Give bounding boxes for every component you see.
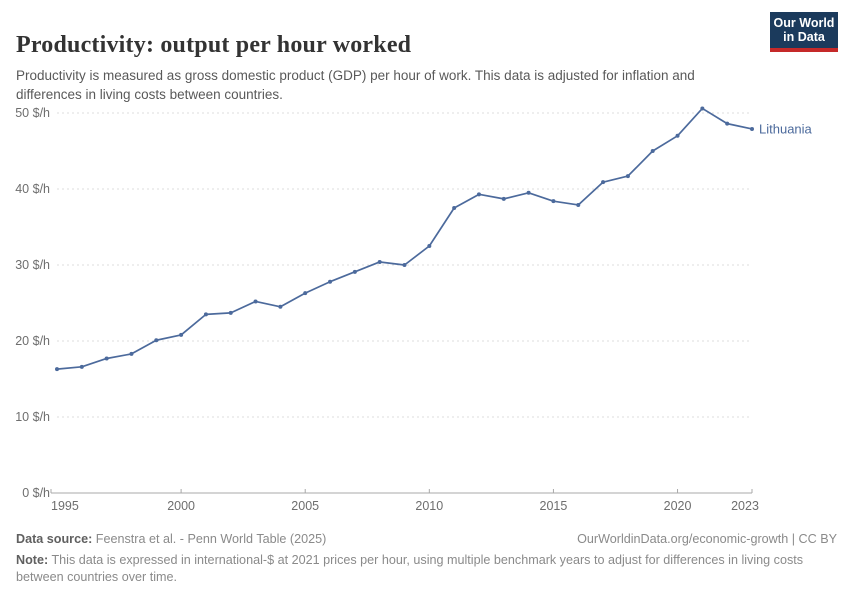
data-point-marker[interactable]	[725, 121, 730, 126]
owid-logo-line2: in Data	[783, 30, 825, 44]
data-point-marker[interactable]	[551, 199, 556, 204]
y-axis-tick-label: 0 $/h	[22, 486, 50, 500]
data-point-marker[interactable]	[650, 149, 655, 153]
data-point-marker[interactable]	[253, 299, 258, 304]
owid-logo[interactable]: Our World in Data	[770, 12, 838, 52]
data-point-marker[interactable]	[377, 259, 382, 264]
y-axis-tick-label: 40 $/h	[15, 182, 50, 196]
y-axis-tick-label: 30 $/h	[15, 258, 50, 272]
data-point-marker[interactable]	[750, 126, 754, 131]
x-axis-tick-label: 2010	[415, 499, 443, 513]
data-point-marker[interactable]	[352, 269, 357, 274]
data-point-marker[interactable]	[203, 312, 208, 317]
note-text: This data is expressed in international-…	[16, 553, 804, 585]
series-label-lithuania[interactable]: Lithuania	[759, 121, 813, 136]
data-point-marker[interactable]	[576, 202, 581, 207]
data-point-marker[interactable]	[104, 356, 109, 361]
y-axis-tick-label: 20 $/h	[15, 334, 50, 348]
data-point-marker[interactable]	[402, 263, 407, 267]
lithuania-line[interactable]	[56, 107, 753, 370]
data-point-marker[interactable]	[476, 192, 481, 197]
y-axis-tick-label: 50 $/h	[15, 106, 50, 120]
data-point-marker[interactable]	[601, 180, 606, 185]
chart-subtitle: Productivity is measured as gross domest…	[16, 67, 695, 102]
data-point-marker[interactable]	[452, 206, 457, 210]
data-point-marker[interactable]	[675, 133, 680, 138]
data-point-marker[interactable]	[154, 338, 159, 343]
data-point-marker[interactable]	[179, 332, 184, 337]
x-axis-tick-label: 2015	[540, 499, 568, 513]
data-source-text: Feenstra et al. - Penn World Table (2025…	[92, 532, 327, 546]
note-label: Note:	[16, 553, 49, 568]
x-axis-tick-label: 2023	[731, 499, 759, 513]
data-point-marker[interactable]	[303, 291, 308, 296]
data-point-marker[interactable]	[129, 351, 134, 356]
owid-logo-line1: Our World	[773, 15, 835, 30]
data-point-marker[interactable]	[79, 364, 84, 369]
data-point-marker[interactable]	[526, 190, 531, 195]
data-point-marker[interactable]	[427, 244, 432, 248]
data-point-marker[interactable]	[501, 196, 506, 201]
data-point-marker[interactable]	[228, 310, 233, 315]
data-source-line: Data source: Feenstra et al. - Penn Worl…	[16, 531, 326, 548]
page-title: Productivity: output per hour worked	[16, 32, 412, 59]
x-axis-tick-label: 1995	[51, 499, 79, 513]
data-source-label: Data source:	[16, 532, 93, 546]
x-axis-tick-label: 2020	[664, 499, 692, 513]
x-axis-tick-label: 2005	[291, 499, 319, 513]
data-point-marker[interactable]	[328, 279, 333, 284]
data-point-marker[interactable]	[278, 304, 283, 309]
data-point-marker[interactable]	[625, 174, 630, 179]
data-point-marker[interactable]	[700, 106, 705, 111]
x-axis-tick-label: 2000	[167, 499, 195, 513]
y-axis-tick-label: 10 $/h	[15, 410, 50, 424]
note-line: Note: This data is expressed in internat…	[16, 552, 837, 586]
owid-cc-link[interactable]: OurWorldinData.org/economic-growth | CC …	[577, 532, 837, 546]
chart-footer: Data source: Feenstra et al. - Penn Worl…	[16, 531, 837, 586]
data-point-marker[interactable]	[55, 367, 59, 372]
productivity-line-chart[interactable]: 0 $/h 10 $/h 20 $/h 30 $/h 40 $/h 50 $/h 1995 2…	[0, 0, 850, 530]
